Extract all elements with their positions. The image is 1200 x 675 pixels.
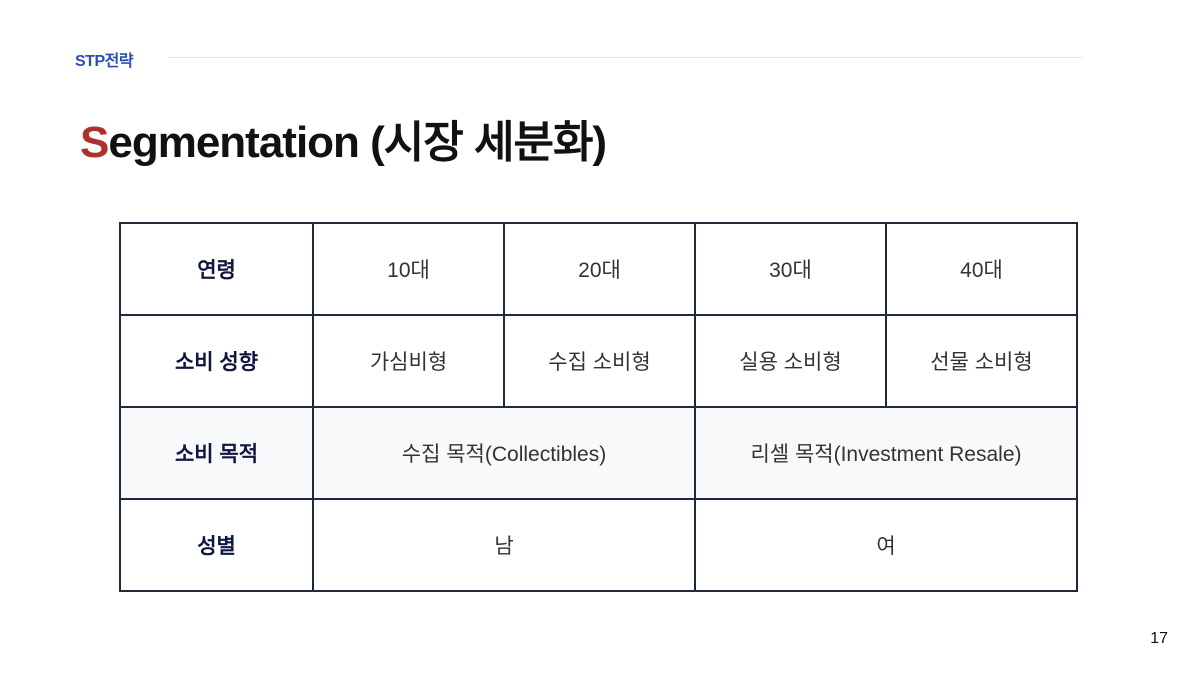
table-cell: 수집 소비형 xyxy=(503,314,696,408)
table-cell: 여 xyxy=(693,498,1079,592)
title-text: egmentation (시장 세분화) xyxy=(108,118,607,167)
section-label: STP전략 xyxy=(75,53,134,70)
row-header: 소비 성향 xyxy=(118,314,315,408)
table-row-gender: 성별 남 여 xyxy=(118,498,1079,592)
page-number: 17 xyxy=(1150,630,1168,647)
table-cell: 리셀 목적(Investment Resale) xyxy=(693,406,1079,500)
table-cell: 실용 소비형 xyxy=(693,314,887,408)
header-divider xyxy=(168,57,1083,58)
table-cell: 남 xyxy=(312,498,696,592)
table-row-purpose: 소비 목적 수집 목적(Collectibles) 리셀 목적(Investme… xyxy=(118,406,1079,500)
row-header: 연령 xyxy=(118,222,315,316)
row-header: 성별 xyxy=(118,498,315,592)
table-cell: 가심비형 xyxy=(312,314,505,408)
title-initial: S xyxy=(80,118,109,167)
table-row-age: 연령 10대 20대 30대 40대 xyxy=(118,222,1079,316)
table-cell: 40대 xyxy=(884,222,1079,316)
page-title: Segmentation (시장 세분화) xyxy=(80,106,607,170)
table-cell: 선물 소비형 xyxy=(884,314,1079,408)
table-cell: 20대 xyxy=(503,222,696,316)
table-cell: 수집 목적(Collectibles) xyxy=(312,406,696,500)
table-row-tendency: 소비 성향 가심비형 수집 소비형 실용 소비형 선물 소비형 xyxy=(118,314,1079,408)
table-cell: 30대 xyxy=(693,222,887,316)
table-cell: 10대 xyxy=(312,222,505,316)
row-header: 소비 목적 xyxy=(118,406,315,500)
segmentation-table: 연령 10대 20대 30대 40대 소비 성향 가심비형 수집 소비형 실용 … xyxy=(118,222,1079,592)
